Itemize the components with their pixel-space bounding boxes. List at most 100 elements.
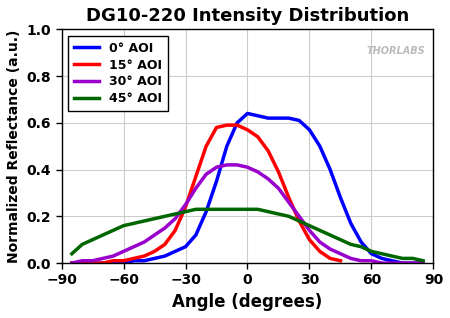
30° AOI (286, 200, 292, 204)
Line: 45° AOI: 45° AOI (72, 209, 423, 261)
0° AOI (317, 144, 323, 148)
45° AOI (90, 238, 95, 242)
30° AOI (328, 247, 333, 251)
30° AOI (420, 261, 426, 265)
15° AOI (297, 219, 302, 223)
30° AOI (245, 165, 250, 169)
30° AOI (121, 250, 126, 253)
0° AOI (389, 259, 395, 263)
0° AOI (131, 259, 136, 263)
0° AOI (245, 112, 250, 115)
0° AOI (203, 210, 209, 214)
15° AOI (121, 259, 126, 263)
30° AOI (317, 240, 323, 244)
15° AOI (245, 128, 250, 132)
15° AOI (100, 261, 106, 265)
30° AOI (410, 261, 415, 265)
30° AOI (348, 257, 354, 260)
45° AOI (172, 212, 178, 216)
45° AOI (121, 224, 126, 228)
30° AOI (152, 233, 157, 237)
15° AOI (131, 257, 136, 260)
0° AOI (141, 259, 147, 263)
30° AOI (80, 259, 85, 263)
45° AOI (214, 207, 219, 211)
45° AOI (358, 245, 364, 249)
0° AOI (307, 128, 312, 132)
45° AOI (152, 217, 157, 221)
45° AOI (162, 214, 167, 218)
30° AOI (338, 252, 343, 256)
45° AOI (80, 242, 85, 246)
15° AOI (307, 238, 312, 242)
45° AOI (69, 252, 75, 256)
Line: 15° AOI: 15° AOI (72, 125, 341, 263)
30° AOI (276, 186, 281, 190)
Line: 0° AOI: 0° AOI (72, 114, 423, 263)
0° AOI (338, 196, 343, 199)
30° AOI (307, 228, 312, 232)
Title: DG10-220 Intensity Distribution: DG10-220 Intensity Distribution (86, 7, 409, 25)
30° AOI (162, 226, 167, 230)
45° AOI (245, 207, 250, 211)
45° AOI (266, 210, 271, 214)
0° AOI (193, 233, 198, 237)
45° AOI (379, 252, 384, 256)
45° AOI (100, 233, 106, 237)
0° AOI (214, 179, 219, 183)
30° AOI (358, 259, 364, 263)
30° AOI (255, 170, 261, 174)
15° AOI (111, 259, 116, 263)
15° AOI (172, 228, 178, 232)
15° AOI (266, 149, 271, 153)
0° AOI (234, 121, 240, 125)
30° AOI (234, 163, 240, 167)
45° AOI (286, 214, 292, 218)
30° AOI (266, 177, 271, 181)
45° AOI (410, 257, 415, 260)
30° AOI (214, 165, 219, 169)
30° AOI (369, 259, 374, 263)
15° AOI (317, 250, 323, 253)
X-axis label: Angle (degrees): Angle (degrees) (172, 293, 323, 311)
15° AOI (224, 123, 230, 127)
30° AOI (389, 261, 395, 265)
15° AOI (162, 242, 167, 246)
45° AOI (183, 210, 188, 214)
45° AOI (307, 224, 312, 228)
45° AOI (420, 259, 426, 263)
30° AOI (141, 240, 147, 244)
45° AOI (111, 228, 116, 232)
15° AOI (193, 175, 198, 178)
0° AOI (90, 261, 95, 265)
45° AOI (328, 233, 333, 237)
0° AOI (121, 261, 126, 265)
0° AOI (162, 254, 167, 258)
30° AOI (224, 163, 230, 167)
0° AOI (379, 257, 384, 260)
15° AOI (141, 254, 147, 258)
30° AOI (400, 261, 405, 265)
15° AOI (183, 205, 188, 209)
30° AOI (203, 172, 209, 176)
0° AOI (410, 261, 415, 265)
0° AOI (358, 240, 364, 244)
15° AOI (90, 261, 95, 265)
45° AOI (297, 219, 302, 223)
0° AOI (420, 261, 426, 265)
45° AOI (193, 207, 198, 211)
Y-axis label: Normalized Reflectance (a.u.): Normalized Reflectance (a.u.) (7, 30, 21, 263)
45° AOI (317, 228, 323, 232)
30° AOI (297, 214, 302, 218)
15° AOI (328, 257, 333, 260)
0° AOI (266, 116, 271, 120)
45° AOI (141, 219, 147, 223)
15° AOI (286, 196, 292, 199)
30° AOI (100, 257, 106, 260)
0° AOI (348, 221, 354, 225)
0° AOI (369, 252, 374, 256)
0° AOI (297, 119, 302, 122)
0° AOI (286, 116, 292, 120)
0° AOI (69, 261, 75, 265)
15° AOI (69, 261, 75, 265)
